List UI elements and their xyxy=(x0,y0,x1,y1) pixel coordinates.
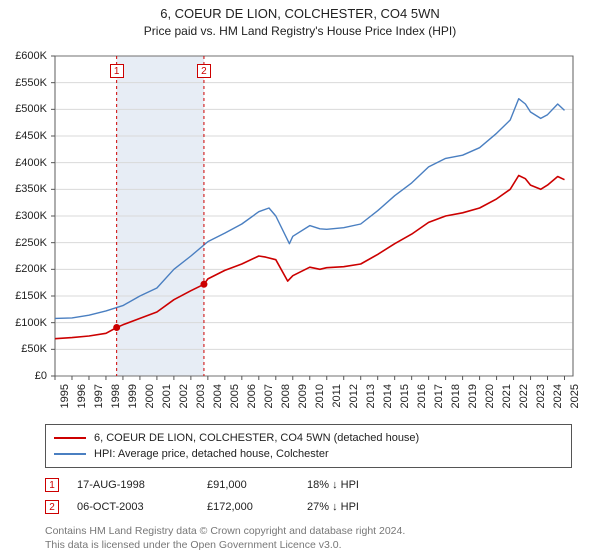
y-tick-label: £100K xyxy=(15,317,47,329)
y-tick-label: £350K xyxy=(15,183,47,195)
x-tick-label: 2000 xyxy=(144,384,156,408)
price-point-marker: 1 xyxy=(45,478,59,492)
x-tick-label: 2003 xyxy=(195,384,207,408)
legend-item: 6, COEUR DE LION, COLCHESTER, CO4 5WN (d… xyxy=(54,430,563,446)
x-tick-label: 2002 xyxy=(178,384,190,408)
legend-swatch xyxy=(54,437,86,439)
x-tick-label: 1999 xyxy=(127,384,139,408)
legend-label: 6, COEUR DE LION, COLCHESTER, CO4 5WN (d… xyxy=(94,432,419,444)
price-point-price: £172,000 xyxy=(207,501,307,513)
chart-area: £0 £50K £100K £150K £200K £250K £300K £350K £400… xyxy=(0,38,600,418)
x-tick-label: 2006 xyxy=(246,384,258,408)
y-tick-label: £0 xyxy=(35,370,47,382)
x-tick-label: 2016 xyxy=(416,384,428,408)
x-tick-label: 1997 xyxy=(93,384,105,408)
legend: 6, COEUR DE LION, COLCHESTER, CO4 5WN (d… xyxy=(45,424,572,468)
price-marker: 1 xyxy=(110,64,124,78)
x-tick-label: 1995 xyxy=(59,384,71,408)
x-tick-label: 1998 xyxy=(110,384,122,408)
y-tick-label: £550K xyxy=(15,77,47,89)
price-point-date: 17-AUG-1998 xyxy=(77,479,207,491)
x-tick-label: 2020 xyxy=(484,384,496,408)
price-point-delta: 27% ↓ HPI xyxy=(307,501,427,513)
price-point-row: 2 06-OCT-2003£172,00027% ↓ HPI xyxy=(45,496,572,518)
y-tick-label: £500K xyxy=(15,103,47,115)
footnote: Contains HM Land Registry data © Crown c… xyxy=(45,524,572,552)
x-tick-label: 2022 xyxy=(518,384,530,408)
x-tick-label: 2013 xyxy=(365,384,377,408)
x-tick-label: 2010 xyxy=(314,384,326,408)
x-tick-label: 2001 xyxy=(161,384,173,408)
x-tick-label: 2007 xyxy=(263,384,275,408)
chart-title: 6, COEUR DE LION, COLCHESTER, CO4 5WN xyxy=(0,6,600,21)
x-tick-label: 2023 xyxy=(535,384,547,408)
x-tick-label: 2014 xyxy=(382,384,394,408)
footnote-line-1: Contains HM Land Registry data © Crown c… xyxy=(45,524,572,538)
x-tick-label: 2015 xyxy=(399,384,411,408)
y-tick-label: £400K xyxy=(15,157,47,169)
price-point-price: £91,000 xyxy=(207,479,307,491)
y-tick-label: £300K xyxy=(15,210,47,222)
x-tick-label: 2004 xyxy=(212,384,224,408)
price-point-delta: 18% ↓ HPI xyxy=(307,479,427,491)
price-point-marker: 2 xyxy=(45,500,59,514)
y-tick-label: £150K xyxy=(15,290,47,302)
x-tick-label: 2008 xyxy=(280,384,292,408)
price-point-row: 1 17-AUG-1998£91,00018% ↓ HPI xyxy=(45,474,572,496)
x-tick-label: 2017 xyxy=(433,384,445,408)
x-tick-label: 2005 xyxy=(229,384,241,408)
y-tick-label: £450K xyxy=(15,130,47,142)
x-tick-label: 2019 xyxy=(467,384,479,408)
x-tick-label: 2021 xyxy=(501,384,513,408)
y-tick-label: £600K xyxy=(15,50,47,62)
price-point-date: 06-OCT-2003 xyxy=(77,501,207,513)
x-tick-label: 2012 xyxy=(348,384,360,408)
x-tick-label: 2011 xyxy=(331,384,343,408)
y-tick-label: £50K xyxy=(21,343,47,355)
legend-item: HPI: Average price, detached house, Colc… xyxy=(54,446,563,462)
footnote-line-2: This data is licensed under the Open Gov… xyxy=(45,538,572,552)
x-tick-label: 2009 xyxy=(297,384,309,408)
x-tick-label: 2025 xyxy=(569,384,581,408)
x-tick-label: 2024 xyxy=(552,384,564,408)
x-tick-label: 2018 xyxy=(450,384,462,408)
plot-svg xyxy=(0,38,600,418)
chart-subtitle: Price paid vs. HM Land Registry's House … xyxy=(0,24,600,38)
price-points-table: 1 17-AUG-1998£91,00018% ↓ HPI 2 06-OCT-2003… xyxy=(45,474,572,518)
legend-swatch xyxy=(54,453,86,455)
titles: 6, COEUR DE LION, COLCHESTER, CO4 5WN Pr… xyxy=(0,0,600,38)
price-marker: 2 xyxy=(197,64,211,78)
y-tick-label: £250K xyxy=(15,237,47,249)
x-tick-label: 1996 xyxy=(76,384,88,408)
y-tick-label: £200K xyxy=(15,263,47,275)
legend-label: HPI: Average price, detached house, Colc… xyxy=(94,448,329,460)
chart-container: 6, COEUR DE LION, COLCHESTER, CO4 5WN Pr… xyxy=(0,0,600,552)
